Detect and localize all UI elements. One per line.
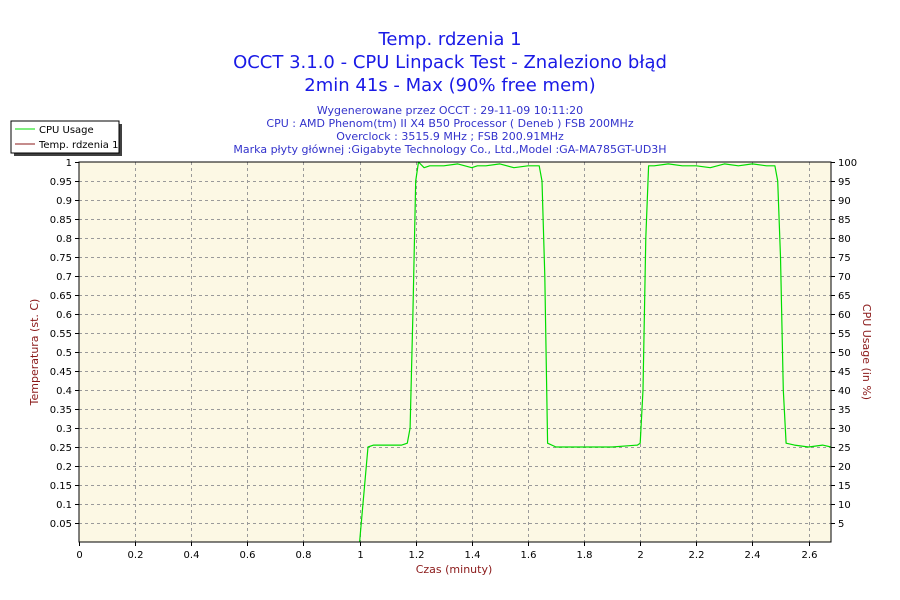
y-right-tick-label: 30: [838, 424, 851, 435]
axis-ticks: 0 0.2 0.4 0.6 0.8 1 1.2 1.4 1.6 1.8 2 2.2 2.4 2.6 0.05…: [50, 158, 857, 561]
y-left-tick-label: 0.45: [50, 367, 72, 378]
legend: CPU Usage Temp. rdzenia 1: [10, 120, 122, 156]
y-left-tick-label: 0.2: [56, 462, 72, 473]
y-axis-right-title: CPU Usage (in %): [860, 304, 873, 400]
x-tick-label: 1.8: [577, 550, 593, 561]
y-right-tick-label: 25: [838, 443, 851, 454]
y-right-tick-label: 35: [838, 405, 851, 416]
info-cpu: CPU : AMD Phenom(tm) II X4 B50 Processor…: [266, 117, 633, 130]
series-lines: [359, 161, 832, 543]
y-right-tick-label: 15: [838, 481, 851, 492]
grid-lines: [79, 162, 831, 542]
x-tick-label: 2.6: [802, 550, 818, 561]
x-tick-label: 1.4: [465, 550, 481, 561]
y-right-tick-label: 70: [838, 272, 851, 283]
y-left-tick-label: 0.9: [56, 196, 72, 207]
y-right-tick-label: 55: [838, 329, 851, 340]
y-right-tick-label: 20: [838, 462, 851, 473]
y-right-tick-label: 95: [838, 177, 851, 188]
legend-label-temperature: Temp. rdzenia 1: [38, 140, 118, 151]
legend-label-cpu-usage: CPU Usage: [39, 125, 94, 136]
y-axis-left-title: Temperatura (st. C): [28, 299, 41, 407]
y-left-tick-label: 0.35: [50, 405, 72, 416]
y-left-tick-label: 0.4: [56, 386, 72, 397]
y-right-tick-label: 90: [838, 196, 851, 207]
legend-box: [10, 120, 120, 154]
y-left-tick-label: 0.05: [50, 519, 72, 530]
y-left-tick-label: 0.15: [50, 481, 72, 492]
info-motherboard: Marka płyty głównej :Gigabyte Technology…: [233, 143, 666, 156]
y-left-tick-label: 0.3: [56, 424, 72, 435]
y-left-tick-label: 0.55: [50, 329, 72, 340]
y-right-tick-label: 50: [838, 348, 851, 359]
x-tick-label: 0.6: [240, 550, 256, 561]
y-right-tick-label: 80: [838, 234, 851, 245]
y-right-tick-label: 45: [838, 367, 851, 378]
y-left-tick-label: 1: [66, 158, 72, 169]
y-right-tick-label: 75: [838, 253, 851, 264]
y-right-tick-label: 85: [838, 215, 851, 226]
y-left-tick-label: 0.85: [50, 215, 72, 226]
x-axis-title: Czas (minuty): [416, 563, 493, 576]
x-tick-label: 0.2: [128, 550, 144, 561]
y-right-tick-label: 65: [838, 291, 851, 302]
y-left-tick-label: 0.65: [50, 291, 72, 302]
y-right-tick-label: 5: [838, 519, 844, 530]
y-left-tick-label: 0.5: [56, 348, 72, 359]
y-right-tick-label: 10: [838, 500, 851, 511]
chart-title-line-2: OCCT 3.1.0 - CPU Linpack Test - Znalezio…: [233, 52, 667, 73]
y-left-tick-label: 0.25: [50, 443, 72, 454]
x-tick-label: 0.8: [296, 550, 312, 561]
x-tick-label: 0: [76, 550, 82, 561]
x-tick-label: 2.2: [689, 550, 705, 561]
chart-title-line-3: 2min 41s - Max (90% free mem): [304, 75, 595, 96]
y-left-tick-label: 0.75: [50, 253, 72, 264]
x-tick-label: 1.6: [521, 550, 537, 561]
x-tick-label: 1.2: [409, 550, 425, 561]
x-tick-label: 2: [637, 550, 643, 561]
y-right-tick-label: 100: [838, 158, 857, 169]
y-left-tick-label: 0.7: [56, 272, 72, 283]
info-overclock: Overclock : 3515.9 MHz ; FSB 200.91MHz: [336, 130, 564, 143]
chart-title-line-1: Temp. rdzenia 1: [377, 29, 521, 50]
y-left-tick-label: 0.95: [50, 177, 72, 188]
x-tick-label: 1: [357, 550, 363, 561]
y-right-tick-label: 40: [838, 386, 851, 397]
x-tick-label: 2.4: [745, 550, 761, 561]
y-left-tick-label: 0.8: [56, 234, 72, 245]
info-generated: Wygenerowane przez OCCT : 29-11-09 10:11…: [317, 104, 583, 117]
y-right-tick-label: 60: [838, 310, 851, 321]
y-left-tick-label: 0.6: [56, 310, 72, 321]
x-tick-label: 0.4: [184, 550, 200, 561]
y-left-tick-label: 0.1: [56, 500, 72, 511]
series-line-cpu-usage: [359, 161, 832, 543]
